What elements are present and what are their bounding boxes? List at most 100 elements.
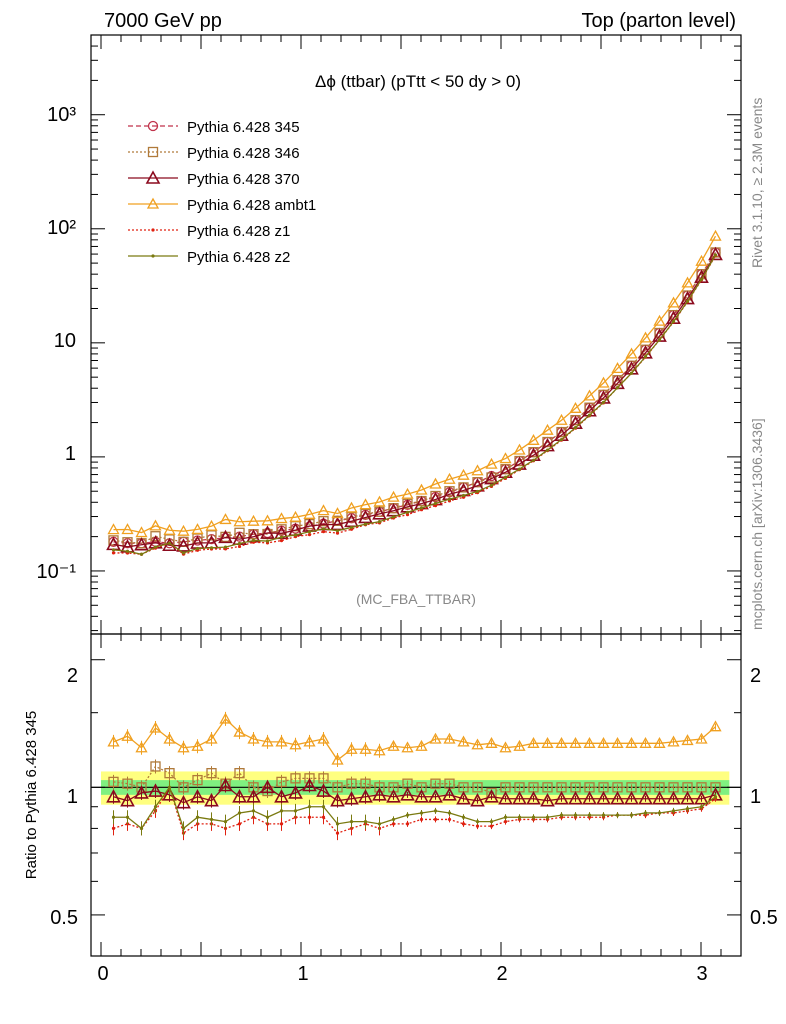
series-ambt1-point bbox=[401, 487, 414, 499]
series-ambt1-point bbox=[541, 423, 554, 435]
ytick-top-2: 10 bbox=[54, 330, 76, 352]
series-z1-ratio-point bbox=[461, 822, 466, 826]
series-z1-point bbox=[433, 504, 438, 508]
series-370-point bbox=[680, 290, 695, 305]
series-z1-line bbox=[113, 255, 717, 555]
series-370-ratio-point bbox=[204, 793, 219, 807]
series-370-ratio-point bbox=[288, 785, 303, 799]
series-z2-ratio-point bbox=[293, 809, 298, 813]
series-z2-line bbox=[113, 254, 717, 555]
ratio-frame bbox=[90, 633, 742, 957]
ytick-ratio-right-1: 1 bbox=[750, 786, 761, 808]
series-z2-point bbox=[517, 467, 522, 471]
series-ambt1-ratio-point bbox=[527, 736, 540, 748]
series-370-ratio-point bbox=[540, 793, 555, 807]
series-z2-ratio-point bbox=[125, 815, 130, 819]
series-370-ratio-point bbox=[428, 789, 443, 803]
series-ambt1-point bbox=[303, 507, 316, 519]
xtick-0: 0 bbox=[97, 963, 108, 985]
series-z2-point bbox=[349, 525, 354, 530]
series-z2-ratio-point bbox=[643, 811, 648, 815]
series-z2-ratio-point bbox=[699, 805, 704, 809]
series-ambt1-ratio-point bbox=[345, 742, 358, 754]
series-ambt1-point bbox=[121, 523, 134, 535]
series-ambt1-point bbox=[555, 413, 568, 425]
ytick-top-4: 10³ bbox=[47, 104, 76, 126]
series-z1-ratio-point bbox=[111, 826, 116, 831]
series-z2-point bbox=[391, 515, 396, 519]
xtick-3: 3 bbox=[696, 963, 707, 985]
legend-marker-z1 bbox=[151, 228, 155, 232]
series-z2-point bbox=[587, 413, 592, 417]
series-z1-ratio-point bbox=[335, 831, 340, 835]
series-z2-ratio-point bbox=[503, 815, 508, 819]
legend-marker-p345 bbox=[147, 120, 159, 132]
ytick-top-1: 1 bbox=[65, 443, 76, 465]
series-370-ratio-point bbox=[344, 791, 359, 805]
series-346-ratio-point bbox=[290, 773, 301, 784]
series-370-ratio-point bbox=[358, 789, 373, 803]
series-ambt1-point bbox=[219, 513, 232, 525]
series-z2-point bbox=[209, 546, 214, 550]
series-370-ratio-point bbox=[610, 791, 625, 805]
series-z2-ratio-point bbox=[615, 813, 620, 817]
series-z2-point bbox=[685, 299, 690, 303]
header-left: 7000 GeV pp bbox=[104, 10, 222, 32]
series-ambt1-point bbox=[443, 472, 456, 484]
series-ambt1-point bbox=[471, 464, 484, 476]
series-z2-point bbox=[377, 520, 382, 524]
series-ambt1-ratio-point bbox=[555, 736, 568, 748]
series-ambt1-point bbox=[289, 510, 302, 522]
series-346-point bbox=[472, 477, 483, 488]
series-z2-point bbox=[125, 549, 130, 553]
series-ambt1-point bbox=[107, 523, 120, 535]
series-370-point bbox=[708, 246, 723, 261]
series-z1-ratio-point bbox=[433, 817, 438, 822]
series-ambt1-point bbox=[163, 523, 176, 535]
series-ambt1-point bbox=[191, 523, 204, 535]
series-346-point bbox=[234, 527, 245, 538]
series-ambt1-ratio-point bbox=[135, 741, 148, 753]
series-z2-ratio-point bbox=[629, 813, 634, 817]
legend-marker-p370 bbox=[145, 170, 161, 184]
series-ambt1-ratio-point bbox=[317, 732, 330, 744]
series-346-ratio-point bbox=[192, 774, 203, 786]
series-ambt1-ratio-point bbox=[625, 736, 638, 748]
series-346-ratio-point bbox=[108, 776, 119, 788]
series-346-ratio-point bbox=[430, 778, 441, 789]
series-346-ratio-point bbox=[234, 768, 245, 779]
series-346-point bbox=[332, 515, 343, 526]
top-series bbox=[106, 229, 723, 556]
legend-marker-z2 bbox=[151, 254, 155, 258]
ytick-ratio-2: 2 bbox=[67, 665, 78, 687]
series-ambt1-point bbox=[499, 452, 512, 464]
series-370-ratio-point bbox=[456, 791, 471, 805]
series-z1-ratio-point bbox=[237, 822, 242, 826]
series-345-line bbox=[113, 252, 717, 544]
series-370-point bbox=[176, 538, 191, 552]
series-z2-point bbox=[363, 522, 368, 526]
ytick-ratio-right-2: 2 bbox=[750, 665, 761, 687]
series-z2-point bbox=[167, 541, 172, 545]
series-ambt1-ratio-point bbox=[429, 732, 442, 744]
series-370-ratio-point bbox=[512, 791, 527, 805]
series-z2-point bbox=[139, 552, 144, 556]
series-z2-point bbox=[573, 426, 578, 430]
series-370-ratio-point bbox=[120, 793, 135, 807]
series-z2-point bbox=[629, 371, 634, 375]
series-346-point bbox=[206, 530, 217, 541]
series-z2-point bbox=[419, 506, 424, 510]
series-z2-ratio-point bbox=[405, 813, 410, 817]
series-z2-ratio-point bbox=[111, 815, 116, 819]
series-z2-ratio-point bbox=[587, 813, 592, 817]
axis-ticks bbox=[91, 34, 742, 956]
series-370-ratio-point bbox=[694, 791, 709, 805]
series-ambt1-ratio-point bbox=[485, 736, 498, 748]
series-370-ratio-point bbox=[232, 789, 247, 803]
series-z2-ratio-point bbox=[265, 815, 270, 819]
series-ambt1-ratio-point bbox=[289, 738, 302, 750]
series-z1-point bbox=[335, 531, 340, 535]
series-z2-ratio-point bbox=[223, 820, 228, 824]
series-ambt1-ratio-point bbox=[583, 736, 596, 748]
series-ambt1-point bbox=[261, 514, 274, 526]
